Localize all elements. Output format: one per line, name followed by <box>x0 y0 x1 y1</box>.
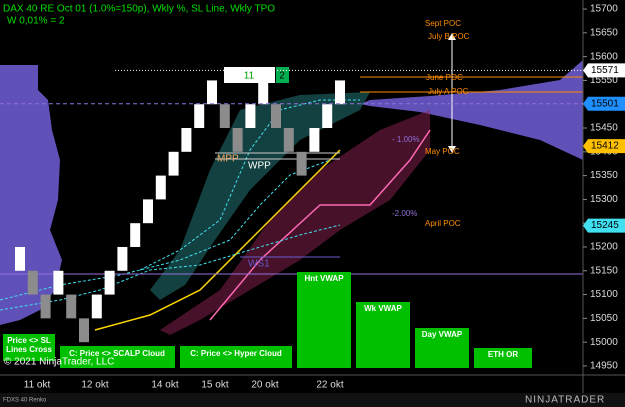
x-tick-label: 15 okt <box>201 380 228 391</box>
brick <box>219 104 230 129</box>
arrow-head <box>448 33 456 40</box>
brick <box>335 80 345 105</box>
annotation: WPP <box>248 161 271 172</box>
brick <box>143 199 153 224</box>
brick <box>322 104 333 129</box>
brick <box>245 104 256 129</box>
price-marker-label: 15501 <box>591 98 619 109</box>
right-profile <box>360 60 583 160</box>
cyan-line <box>0 159 331 301</box>
y-tick-label: 15050 <box>590 313 618 324</box>
price-marker-label: 15571 <box>591 65 619 76</box>
y-tick-label: 15200 <box>590 242 618 253</box>
button-label[interactable]: Price <> SL <box>7 336 51 345</box>
brick <box>40 294 51 319</box>
annotation: - 1.00% <box>392 135 420 144</box>
y-tick-label: 15100 <box>590 289 618 300</box>
arrow-head <box>448 146 456 153</box>
vwap-label: ETH OR <box>488 350 518 359</box>
brick <box>168 151 179 176</box>
brick-counter-box <box>224 67 275 83</box>
vwap-box <box>415 328 469 368</box>
brick <box>66 294 77 319</box>
brick <box>104 270 115 295</box>
brick <box>91 294 102 319</box>
y-tick-label: 15600 <box>590 51 618 62</box>
button-label[interactable]: Lines Cross <box>6 345 52 354</box>
x-tick-label: 20 okt <box>251 380 278 391</box>
vwap-box <box>356 302 410 368</box>
brick <box>283 128 294 152</box>
brick <box>155 175 166 200</box>
brick <box>79 318 89 343</box>
footer <box>0 393 625 407</box>
brick <box>296 151 307 176</box>
y-tick-label: 15000 <box>590 337 618 348</box>
hyper-cloud <box>160 110 430 335</box>
brick <box>15 246 25 271</box>
brick <box>130 223 141 247</box>
annotation: May POC <box>425 147 460 156</box>
brick <box>207 80 217 105</box>
price-marker <box>583 218 625 233</box>
button[interactable] <box>60 346 175 368</box>
title: DAX 40 RE Oct 01 (1.0%=150p), Wkly %, SL… <box>3 4 275 15</box>
y-tick-label: 15550 <box>590 75 618 86</box>
annotation: Sept POC <box>425 19 461 28</box>
vwap-label: Day VWAP <box>422 330 463 339</box>
annotation: MPP <box>217 154 239 165</box>
vwap-label: Hnt VWAP <box>304 274 344 283</box>
price-marker-label: 15245 <box>591 220 619 231</box>
pink-line <box>209 129 431 321</box>
price-marker <box>583 63 625 78</box>
brick <box>181 128 192 152</box>
vwap-box <box>474 348 532 368</box>
price-marker <box>583 139 625 154</box>
price-marker-label: 15412 <box>591 141 619 152</box>
button-label[interactable]: C: Price <> Hyper Cloud <box>190 349 282 358</box>
y-tick-label: 15650 <box>590 27 618 38</box>
instrument: FDXS 40 Renko <box>3 398 47 404</box>
brick <box>27 270 38 295</box>
yellow-line <box>94 149 341 331</box>
annotation: WS1 <box>248 259 270 270</box>
annotation: April POC <box>425 219 461 228</box>
y-tick-label: 15700 <box>590 4 618 15</box>
subtitle: W 0,01% = 2 <box>7 16 65 27</box>
copyright: © 2021 NinjaTrader, LLC <box>4 357 114 368</box>
button[interactable] <box>3 334 55 361</box>
brick-counter: 2 <box>279 71 285 82</box>
annotation: June POC <box>426 73 463 82</box>
vwap-box <box>297 272 351 368</box>
button[interactable] <box>180 346 292 368</box>
vwap-label: Wk VWAP <box>364 304 402 313</box>
price-marker <box>583 96 625 111</box>
y-tick-label: 15300 <box>590 194 618 205</box>
brick-counter-box <box>276 67 289 83</box>
annotation: -2.00% <box>392 209 417 218</box>
brick <box>232 128 243 152</box>
scalp-cloud <box>150 92 370 300</box>
x-tick-label: 22 okt <box>316 380 343 391</box>
x-tick-label: 14 okt <box>151 380 178 391</box>
brick-counter: 11 <box>244 71 255 82</box>
y-tick-label: 15150 <box>590 265 618 276</box>
brick <box>309 128 320 152</box>
y-tick-label: 15350 <box>590 170 618 181</box>
annotation: July B POC <box>428 32 470 41</box>
y-tick-label: 14950 <box>590 361 618 372</box>
brick <box>271 104 281 129</box>
cyan-line <box>139 99 360 271</box>
brick <box>194 104 205 129</box>
x-tick-label: 12 okt <box>81 380 108 391</box>
y-tick-label: 15450 <box>590 123 618 134</box>
logo: NINJATRADER <box>525 395 605 406</box>
brick <box>53 270 64 295</box>
annotation: July A POC <box>428 87 469 96</box>
button-label[interactable]: C: Price <> SCALP Cloud <box>69 349 165 358</box>
x-tick-label: 11 okt <box>24 380 51 391</box>
brick <box>117 246 128 271</box>
brick <box>258 80 269 105</box>
